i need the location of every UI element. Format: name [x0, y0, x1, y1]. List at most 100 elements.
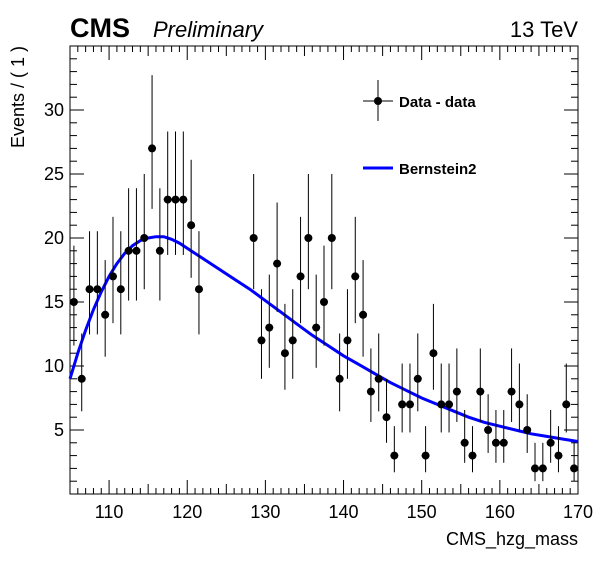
data-marker [343, 336, 352, 345]
data-point [132, 188, 141, 301]
data-point [296, 216, 305, 324]
data-marker [124, 246, 133, 255]
data-marker [366, 387, 375, 396]
data-point [343, 289, 352, 379]
data-point [124, 188, 133, 301]
data-point [327, 174, 336, 290]
data-point [523, 394, 532, 453]
fit-layer [68, 235, 579, 443]
data-point [93, 231, 102, 335]
data-marker [194, 285, 203, 294]
data-marker [85, 285, 94, 294]
data-point [374, 333, 383, 412]
data-point [515, 363, 524, 433]
fit-curve-bernstein2 [68, 235, 579, 443]
data-marker [187, 221, 196, 230]
data-marker [405, 400, 414, 409]
data-point [288, 289, 297, 379]
data-marker [155, 246, 164, 255]
plot-frame [69, 45, 579, 495]
data-marker [437, 400, 446, 409]
y-axis-label: Events / ( 1 ) [8, 46, 28, 148]
x-tick-label: 130 [250, 502, 280, 522]
data-marker [280, 349, 289, 358]
data-point [77, 333, 86, 412]
data-point [273, 202, 282, 312]
data-point [452, 348, 461, 422]
data-marker [531, 464, 540, 473]
data-marker [421, 451, 430, 460]
experiment-label: CMS [70, 13, 130, 43]
data-marker [484, 426, 493, 434]
data-point [312, 274, 321, 368]
data-marker [320, 298, 328, 306]
data-marker [359, 310, 368, 319]
data-point [140, 174, 149, 290]
data-marker [296, 272, 305, 281]
y-tick-label: 20 [44, 228, 64, 248]
data-marker [460, 438, 469, 447]
data-marker [179, 195, 188, 204]
data-marker [562, 400, 571, 409]
data-point [320, 245, 328, 346]
data-marker [538, 464, 547, 473]
data-point [163, 131, 172, 255]
data-marker [413, 374, 422, 383]
data-marker [499, 438, 508, 447]
data-marker [382, 413, 391, 422]
legend: Data - data Bernstein2 [363, 80, 477, 178]
data-point [562, 363, 571, 433]
data-marker [523, 426, 532, 434]
data-marker [491, 438, 500, 447]
axes: 110 120 130 140 150 160 170 5 10 15 20 25 30 [44, 46, 593, 522]
data-marker [108, 272, 117, 281]
x-tick-label: 160 [485, 502, 515, 522]
data-marker [148, 144, 157, 153]
data-point [108, 216, 117, 324]
data-marker [327, 234, 336, 242]
data-point [280, 303, 289, 390]
data-point [499, 410, 508, 463]
data-marker [116, 285, 125, 294]
data-point [116, 231, 125, 335]
data-point [413, 333, 422, 412]
data-point [405, 363, 414, 433]
data-point [171, 131, 180, 255]
data-point [554, 426, 563, 473]
data-marker [304, 234, 313, 242]
legend-data-marker [374, 97, 382, 105]
x-tick-label: 140 [329, 502, 359, 522]
data-marker [273, 259, 282, 268]
data-marker [77, 374, 86, 383]
data-marker [265, 323, 274, 332]
data-point [437, 363, 446, 433]
data-point [570, 442, 579, 482]
data-point [445, 363, 454, 433]
data-point [546, 410, 555, 463]
data-point [359, 260, 368, 357]
data-point [179, 131, 188, 255]
data-marker [515, 400, 524, 409]
x-tick-label: 150 [407, 502, 437, 522]
data-marker [429, 349, 438, 358]
data-point [429, 303, 438, 390]
data-point [249, 174, 258, 290]
data-point [398, 363, 407, 433]
data-marker [69, 298, 78, 306]
data-point [421, 426, 430, 473]
data-point [460, 410, 469, 463]
data-marker [554, 451, 563, 460]
y-tick-label: 25 [44, 164, 64, 184]
data-point [304, 174, 313, 290]
data-marker [445, 400, 454, 409]
data-marker [249, 234, 258, 242]
legend-fit-label: Bernstein2 [399, 161, 477, 178]
data-point [538, 442, 547, 482]
data-point [155, 188, 164, 301]
x-axis-label: CMS_hzg_mass [446, 529, 578, 550]
x-tick-label: 110 [95, 502, 124, 522]
data-marker [570, 464, 579, 473]
y-tick-label: 15 [44, 292, 64, 312]
x-tick-label: 120 [172, 502, 202, 522]
